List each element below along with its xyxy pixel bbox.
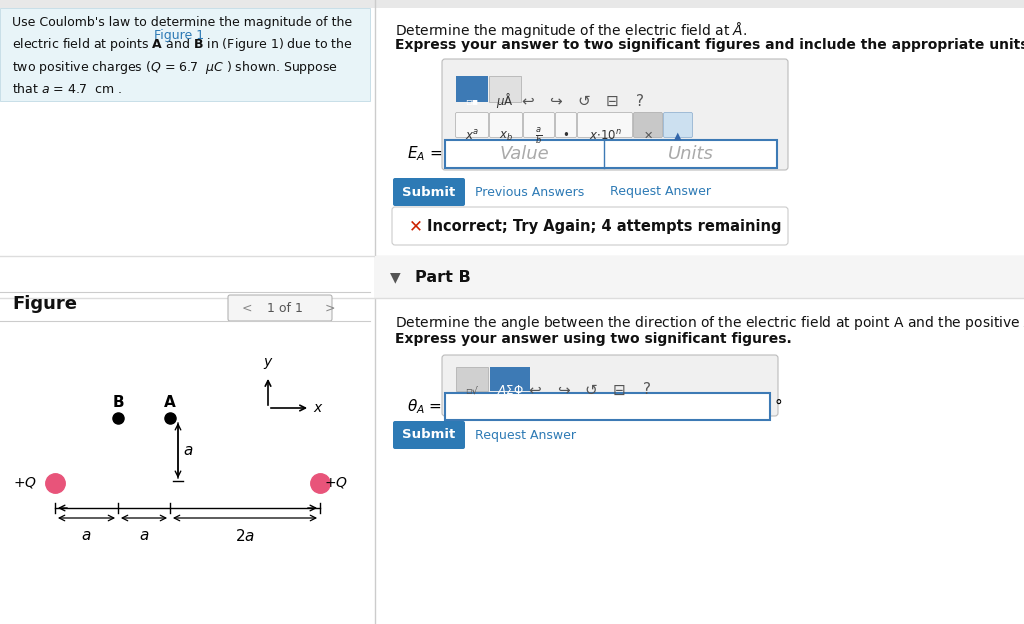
Text: ⊟: ⊟ xyxy=(605,94,618,109)
Text: $E_A$ =: $E_A$ = xyxy=(407,145,442,163)
FancyBboxPatch shape xyxy=(456,367,488,391)
Text: Value: Value xyxy=(500,145,550,163)
Text: Submit: Submit xyxy=(402,429,456,442)
FancyBboxPatch shape xyxy=(442,355,778,416)
Text: Express your answer to two significant figures and include the appropriate units: Express your answer to two significant f… xyxy=(395,38,1024,52)
Text: Determine the magnitude of the electric field at $\AA$.: Determine the magnitude of the electric … xyxy=(395,20,748,40)
Bar xyxy=(375,256,1024,298)
Text: ⊟: ⊟ xyxy=(612,383,626,397)
FancyBboxPatch shape xyxy=(393,421,465,449)
Text: $a$: $a$ xyxy=(183,443,194,458)
FancyBboxPatch shape xyxy=(445,140,777,168)
FancyBboxPatch shape xyxy=(393,178,465,206)
Text: <: < xyxy=(242,301,253,314)
Text: ▫▪: ▫▪ xyxy=(465,96,478,106)
Text: $a$: $a$ xyxy=(139,528,150,543)
FancyBboxPatch shape xyxy=(664,112,692,137)
FancyBboxPatch shape xyxy=(442,59,788,170)
FancyBboxPatch shape xyxy=(456,76,488,102)
Text: $x$: $x$ xyxy=(313,401,324,415)
Text: Use Coulomb's law to determine the magnitude of the
electric field at points $\m: Use Coulomb's law to determine the magni… xyxy=(12,16,353,96)
Text: ▲: ▲ xyxy=(674,131,682,141)
FancyBboxPatch shape xyxy=(392,207,788,245)
Text: ▫√: ▫√ xyxy=(466,385,478,395)
Text: Figure: Figure xyxy=(12,295,77,313)
Text: ▼: ▼ xyxy=(390,270,400,284)
FancyBboxPatch shape xyxy=(555,112,577,137)
Text: $A\Sigma\Phi$: $A\Sigma\Phi$ xyxy=(497,384,523,396)
Text: $+Q$: $+Q$ xyxy=(13,475,37,490)
Text: Express your answer using two significant figures.: Express your answer using two significan… xyxy=(395,332,792,346)
Text: Units: Units xyxy=(668,145,714,163)
Text: ✕: ✕ xyxy=(643,131,652,141)
Text: ?: ? xyxy=(636,94,644,109)
Text: >: > xyxy=(325,301,336,314)
Text: 1 of 1: 1 of 1 xyxy=(267,301,303,314)
Text: ↪: ↪ xyxy=(557,383,569,397)
Text: $\frac{a}{b}$: $\frac{a}{b}$ xyxy=(536,126,543,146)
Text: ↺: ↺ xyxy=(585,383,597,397)
Text: ✕: ✕ xyxy=(409,217,423,235)
FancyBboxPatch shape xyxy=(578,112,633,137)
Text: Submit: Submit xyxy=(402,185,456,198)
FancyBboxPatch shape xyxy=(228,295,332,321)
Text: ?: ? xyxy=(643,383,651,397)
Text: ↩: ↩ xyxy=(528,383,542,397)
FancyBboxPatch shape xyxy=(490,367,530,391)
FancyBboxPatch shape xyxy=(456,112,488,137)
Text: ↺: ↺ xyxy=(578,94,591,109)
FancyBboxPatch shape xyxy=(523,112,555,137)
Text: $2a$: $2a$ xyxy=(234,528,255,544)
Text: B: B xyxy=(113,395,124,410)
FancyBboxPatch shape xyxy=(489,112,522,137)
Text: Figure 1: Figure 1 xyxy=(154,29,204,42)
Bar xyxy=(0,0,1024,8)
FancyBboxPatch shape xyxy=(445,393,770,420)
Text: $y$: $y$ xyxy=(262,356,273,371)
Text: Incorrect; Try Again; 4 attempts remaining: Incorrect; Try Again; 4 attempts remaini… xyxy=(427,218,781,233)
Text: $\mu\mathrm{\AA}$: $\mu\mathrm{\AA}$ xyxy=(497,92,514,110)
FancyBboxPatch shape xyxy=(489,76,521,102)
Text: Previous Answers: Previous Answers xyxy=(475,185,585,198)
Text: $\theta_A$ =: $\theta_A$ = xyxy=(407,397,442,416)
Text: $a$: $a$ xyxy=(81,528,92,543)
Text: $x_b$: $x_b$ xyxy=(499,129,513,142)
Text: Part B: Part B xyxy=(415,270,471,285)
Text: •: • xyxy=(562,130,569,142)
Text: $x^a$: $x^a$ xyxy=(465,129,479,143)
Bar xyxy=(0,8,370,101)
Text: ↪: ↪ xyxy=(550,94,562,109)
Text: $+Q$: $+Q$ xyxy=(324,475,348,490)
FancyBboxPatch shape xyxy=(634,112,663,137)
Text: A: A xyxy=(164,395,176,410)
Text: ↩: ↩ xyxy=(521,94,535,109)
Text: $x{\cdot}10^n$: $x{\cdot}10^n$ xyxy=(589,129,622,143)
Text: Determine the angle between the direction of the electric field at point $\mathd: Determine the angle between the directio… xyxy=(395,314,1024,332)
Text: Request Answer: Request Answer xyxy=(475,429,575,442)
Text: Request Answer: Request Answer xyxy=(610,185,711,198)
Text: °: ° xyxy=(775,399,782,414)
